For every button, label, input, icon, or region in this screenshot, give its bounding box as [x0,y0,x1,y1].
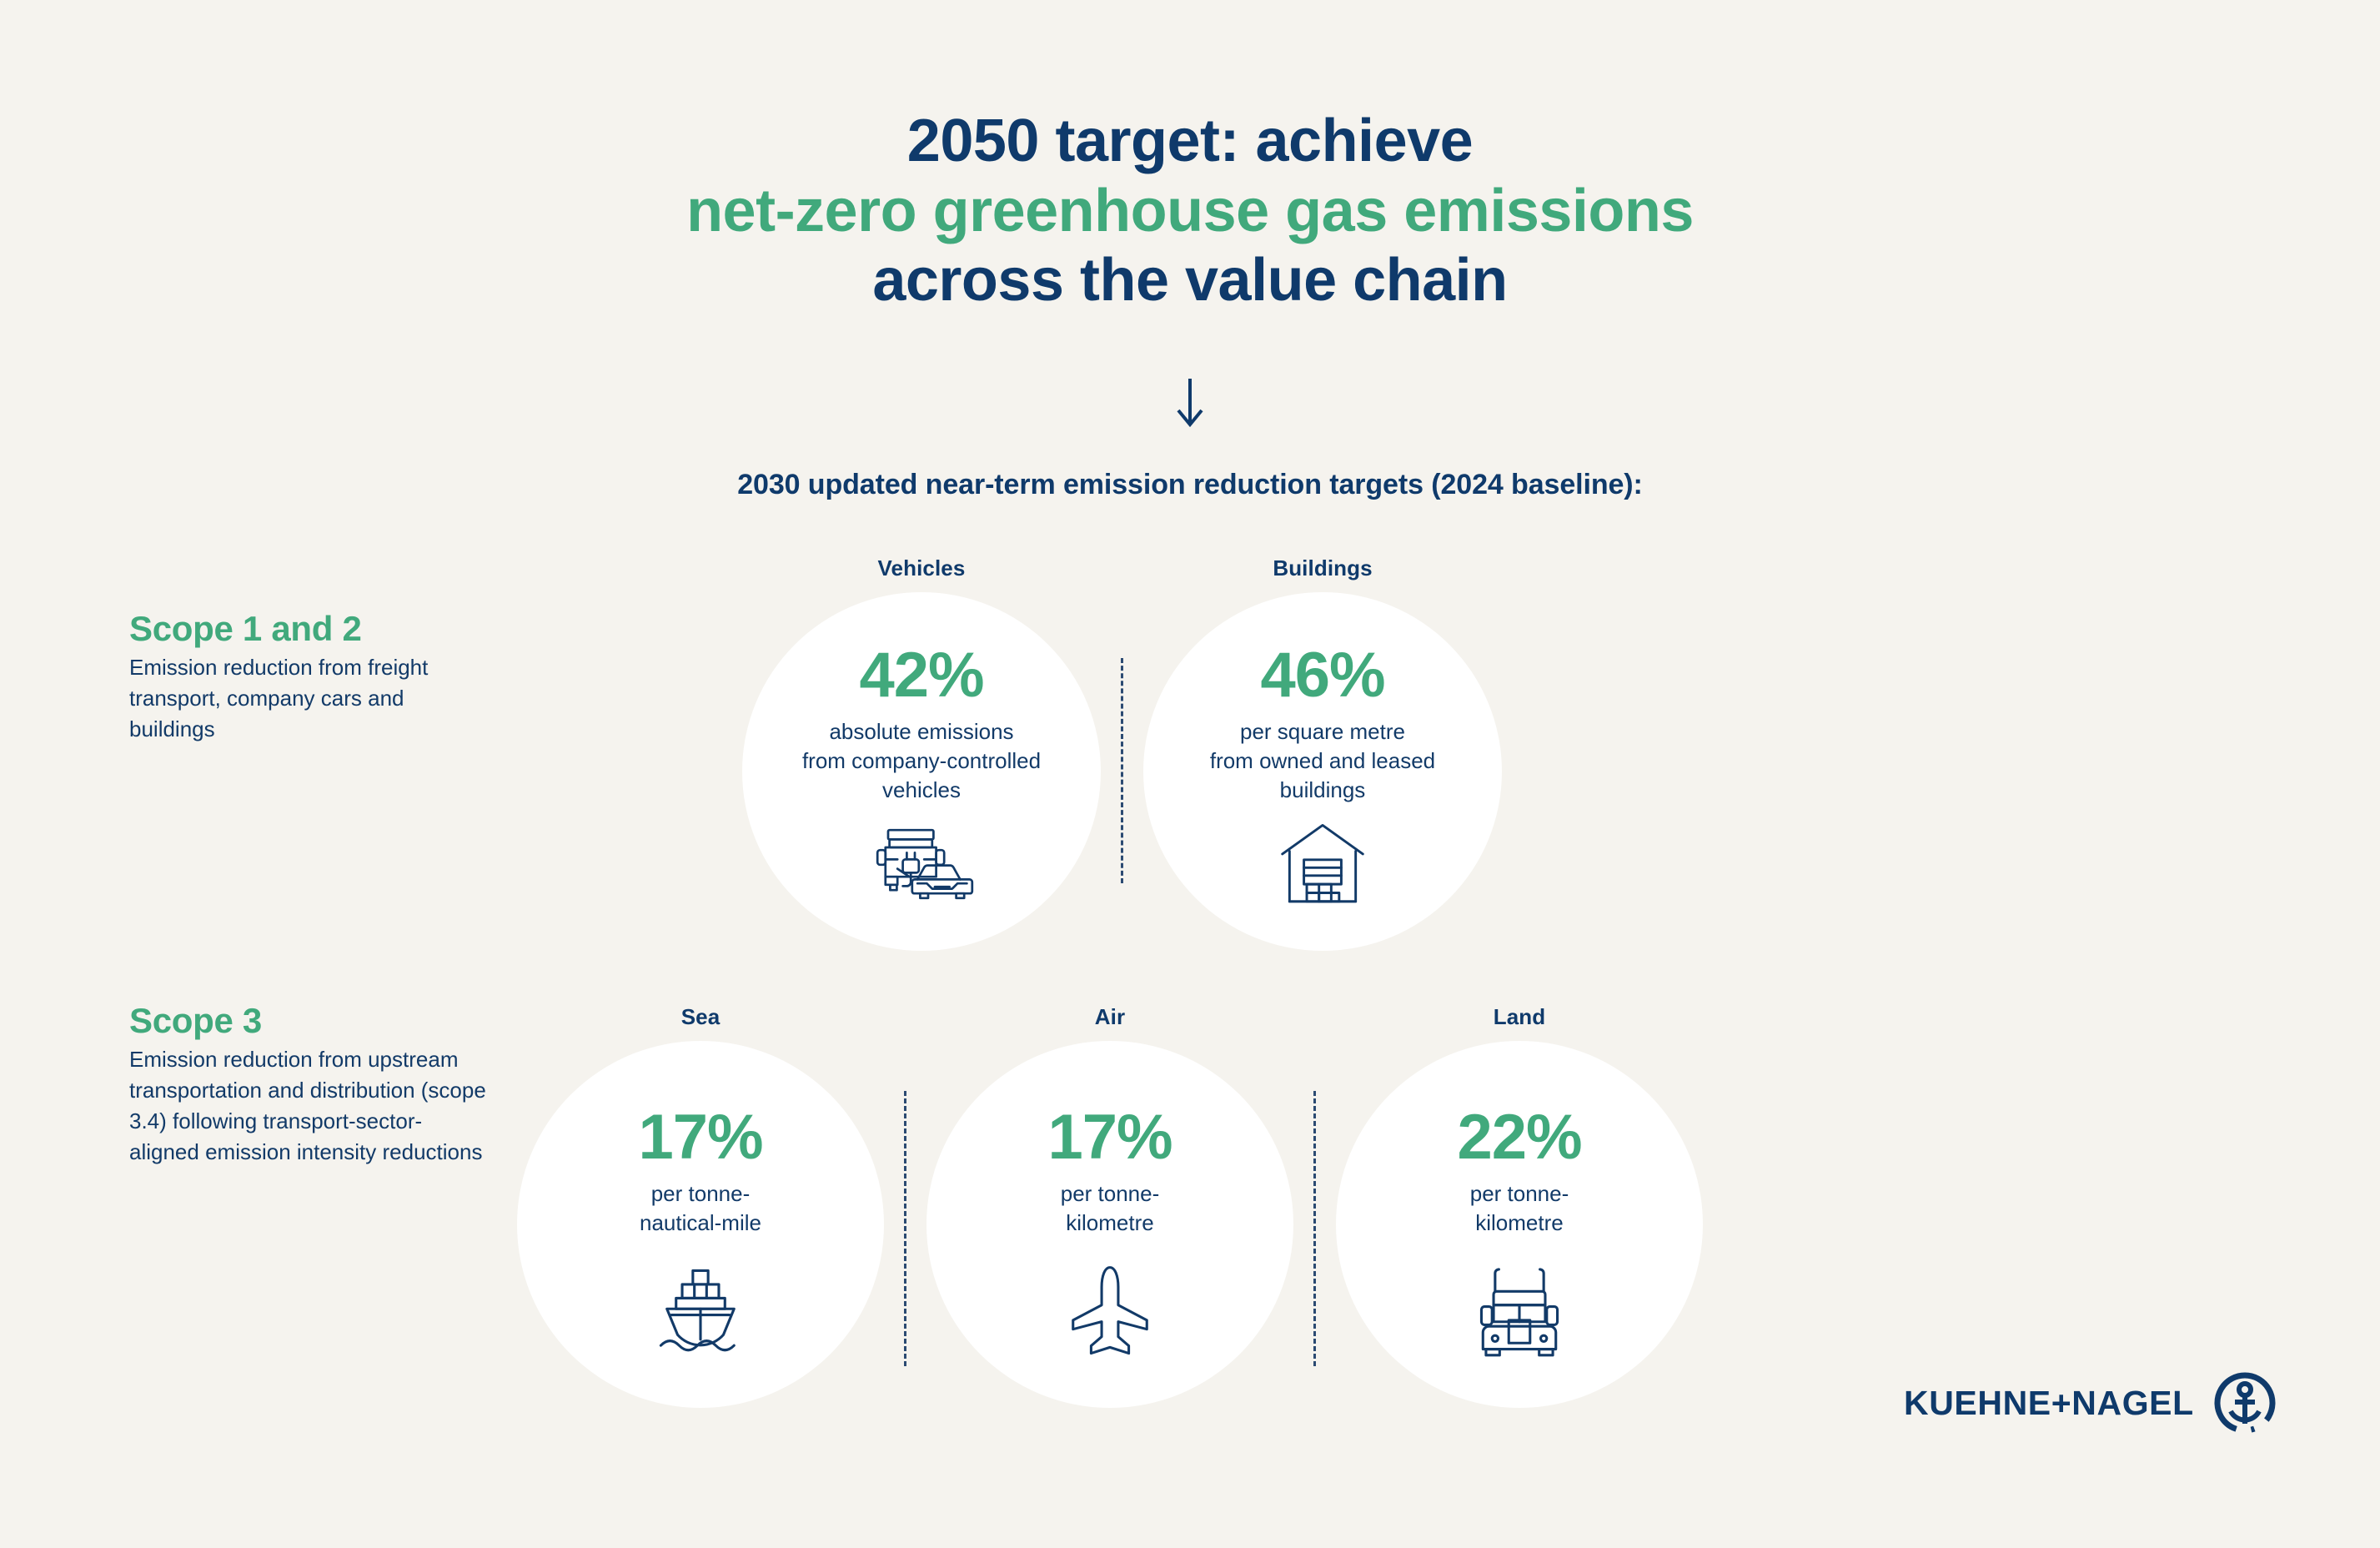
target-bubble-land: 22% per tonne- kilometre [1336,1041,1703,1408]
brand-logo[interactable]: KUEHNE+NAGEL [1904,1372,2276,1434]
headline-line-2: net-zero greenhouse gas emissions [686,177,1694,244]
target-card-land[interactable]: Land 22% per tonne- kilometre [1336,999,1703,1408]
target-percent-vehicles: 42% [859,640,984,711]
target-percent-air: 17% [1047,1102,1172,1173]
page-title: 2050 target: achieve net-zero greenhouse… [0,107,2380,316]
target-label-air: Air [1094,1004,1126,1029]
anchor-in-circle-icon [2214,1372,2276,1434]
target-card-buildings[interactable]: Buildings 46% per square metre from owne… [1143,550,1502,951]
scope-1-and-2-title: Scope 1 and 2 [129,609,362,648]
scope-1-and-2-targets-row: Vehicles 42% absolute emissions from com… [742,550,1502,951]
target-label-sea: Sea [680,1004,721,1029]
headline-line-3: across the value chain [872,247,1508,314]
target-card-vehicles[interactable]: Vehicles 42% absolute emissions from com… [742,550,1101,951]
truck-icon [1477,1261,1562,1361]
logo-wordmark: KUEHNE+NAGEL [1904,1383,2194,1422]
divider-air-land [1313,1091,1316,1366]
subtitle: 2030 updated near-term emission reductio… [737,469,1643,500]
target-metric-air: per tonne- kilometre [1060,1181,1160,1235]
target-label-land: Land [1493,1004,1546,1029]
target-metric-land: per tonne- kilometre [1469,1181,1569,1235]
airplane-icon [1068,1261,1152,1361]
target-percent-land: 22% [1457,1102,1582,1173]
target-metric-sea: per tonne- nautical-mile [640,1181,761,1235]
target-bubble-buildings: 46% per square metre from owned and leas… [1143,592,1502,951]
target-card-sea[interactable]: Sea 17% per tonne- nautical-mile [517,999,884,1408]
divider-sea-air [904,1091,906,1366]
target-metric-vehicles: absolute emissions from company-controll… [801,719,1042,802]
scope-3-block: Scope 3 Emission reduction from upstream… [129,1001,488,1168]
container-ship-icon [657,1261,744,1361]
arrow-down-icon [1177,379,1203,428]
target-percent-buildings: 46% [1260,640,1385,711]
arrow-down-container [0,377,2380,433]
electric-truck-and-car-icon [868,814,975,914]
scope-1-and-2-block: Scope 1 and 2 Emission reduction from fr… [129,609,488,745]
warehouse-icon [1279,814,1366,914]
target-bubble-vehicles: 42% absolute emissions from company-cont… [742,592,1101,951]
scope-3-targets-row: Sea 17% per tonne- nautical-mile [517,999,1703,1408]
target-percent-sea: 17% [638,1102,763,1173]
scope-3-title: Scope 3 [129,1001,262,1040]
target-bubble-sea: 17% per tonne- nautical-mile [517,1041,884,1408]
target-label-vehicles: Vehicles [877,555,966,580]
scope-3-description: Emission reduction from upstream transpo… [129,1047,486,1164]
divider-vehicles-buildings [1121,658,1123,883]
headline-line-1: 2050 target: achieve [906,108,1474,174]
target-metric-buildings: per square metre from owned and leased b… [1209,719,1436,802]
target-card-air[interactable]: Air 17% per tonne- kilometre [926,999,1293,1408]
target-label-buildings: Buildings [1273,555,1373,580]
target-bubble-air: 17% per tonne- kilometre [926,1041,1293,1408]
scope-1-and-2-description: Emission reduction from freight transpor… [129,655,429,741]
